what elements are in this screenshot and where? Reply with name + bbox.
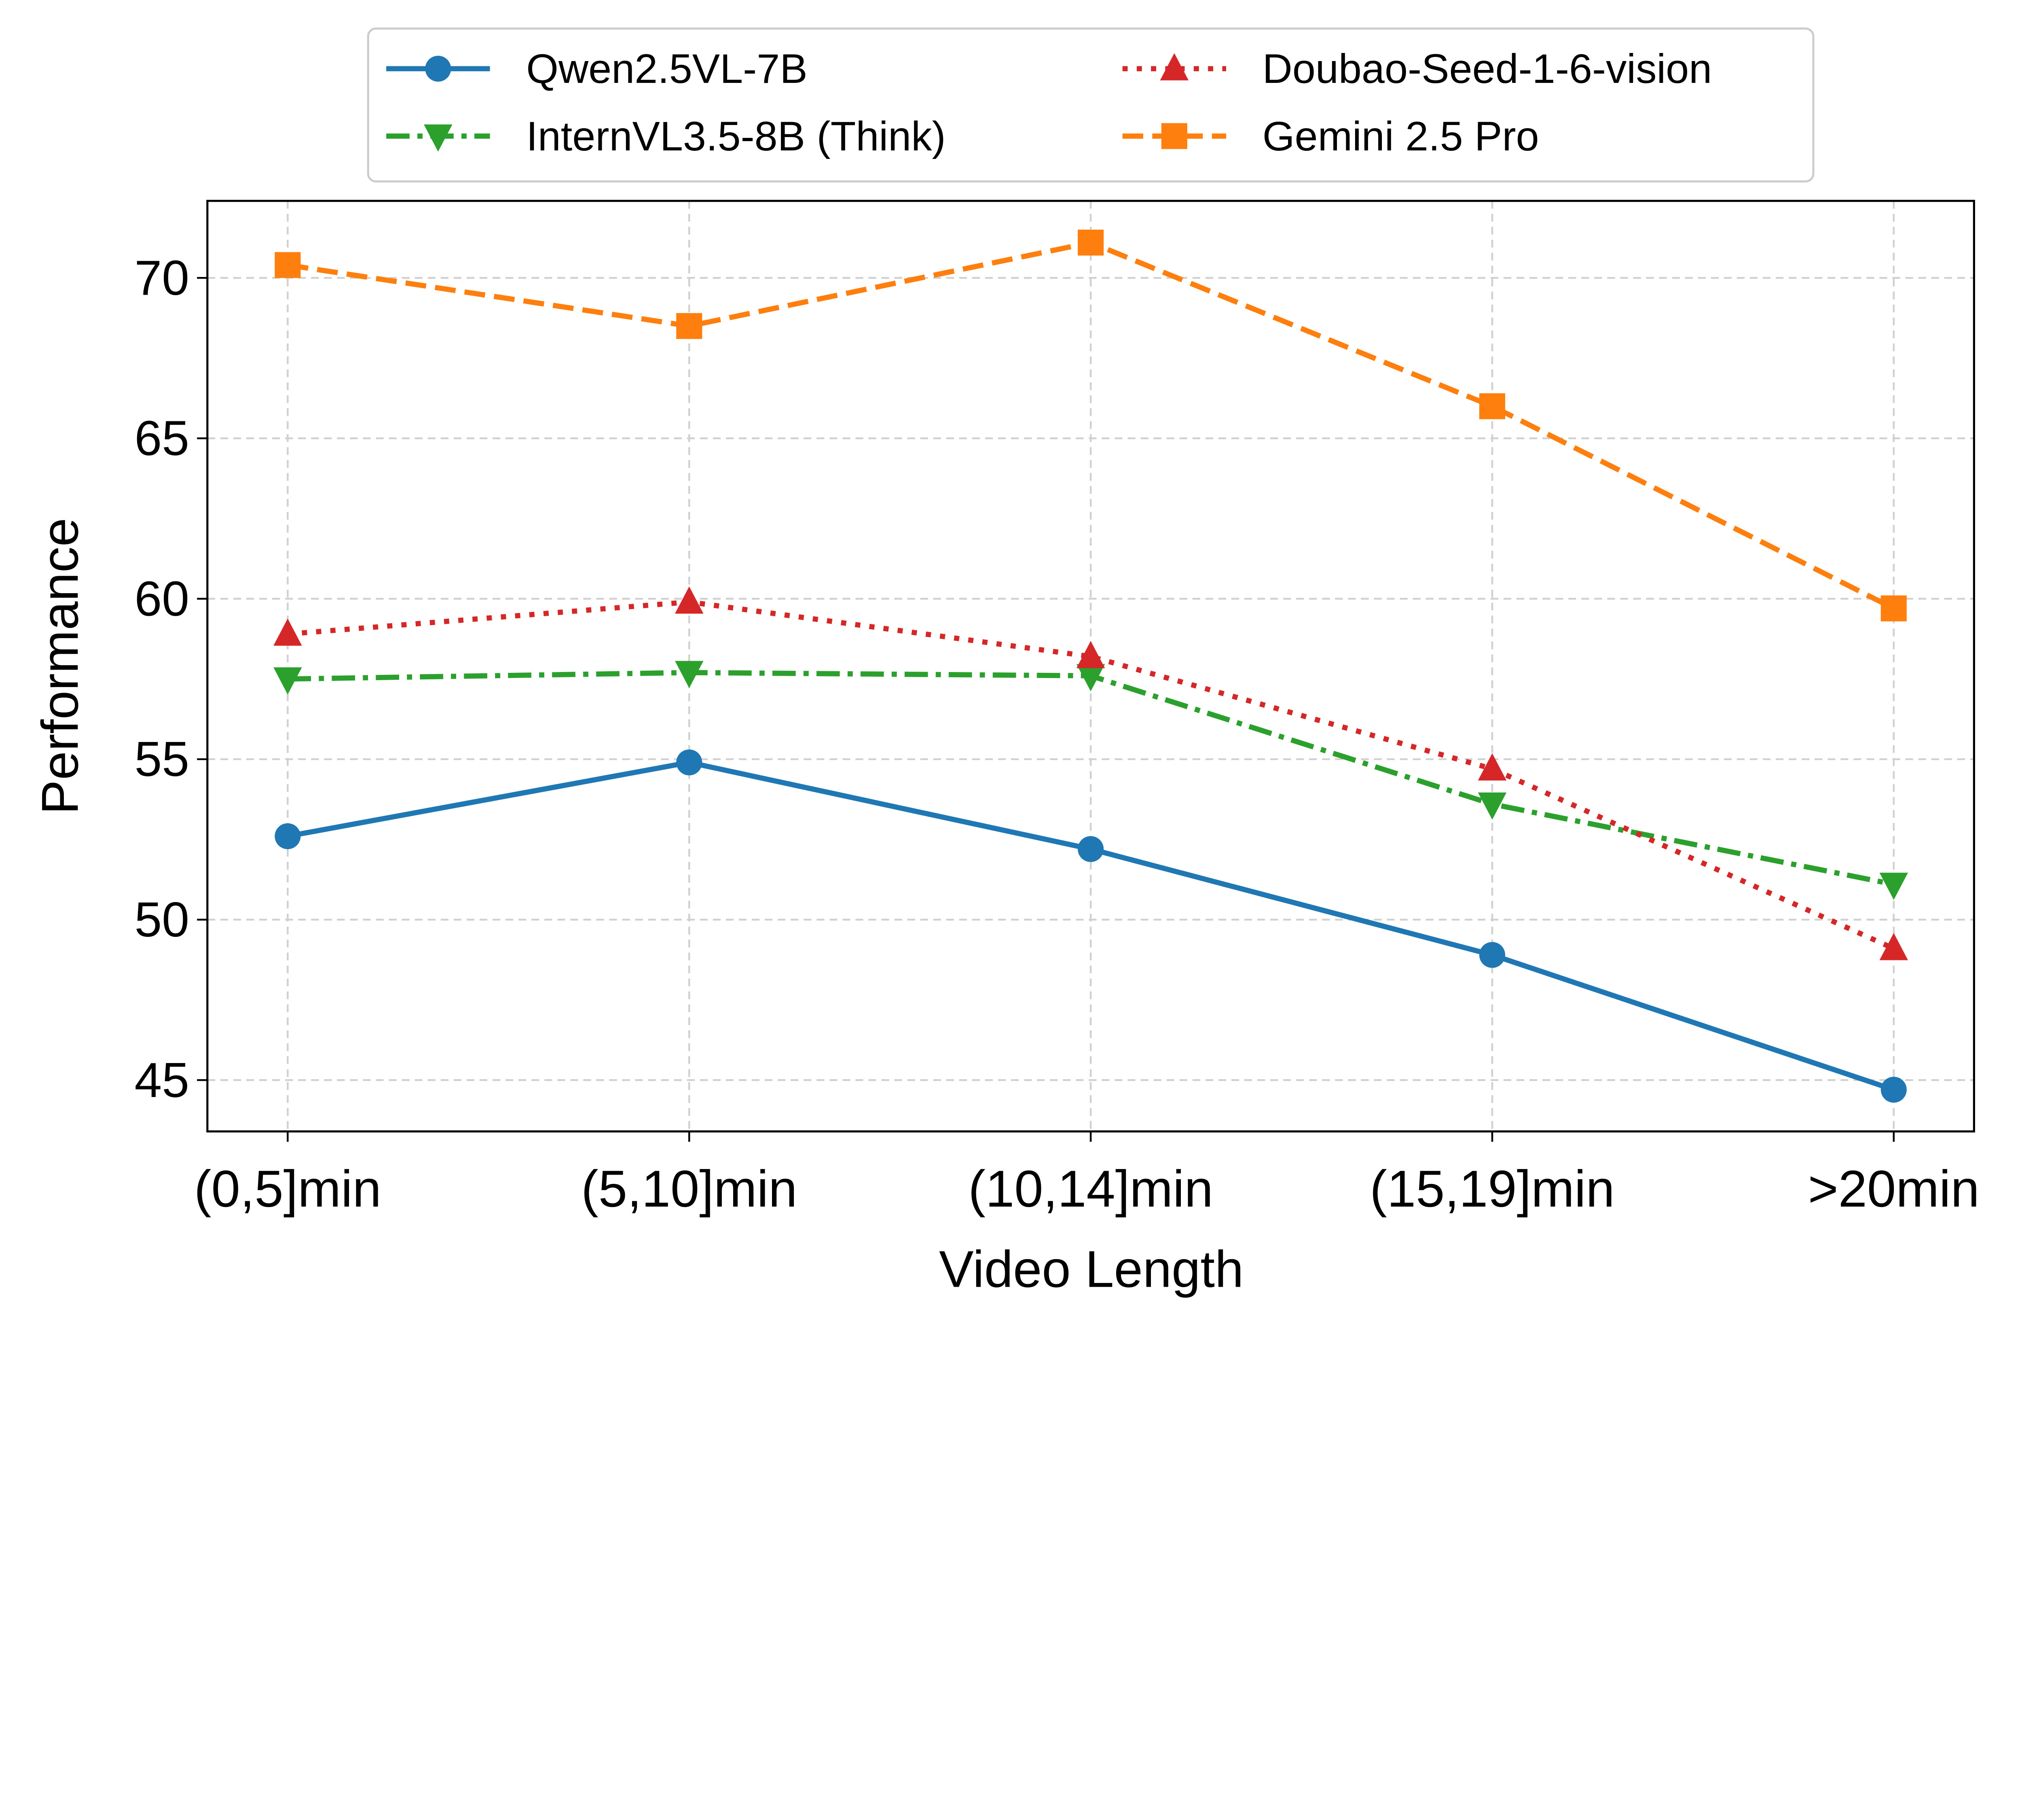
y-axis-label: Performance [31, 518, 89, 815]
legend-marker [1161, 123, 1187, 149]
data-point [275, 252, 301, 278]
y-tick-label: 65 [134, 411, 189, 466]
series-2 [273, 586, 1908, 960]
data-point [275, 823, 301, 850]
data-point [273, 667, 302, 695]
data-point [1879, 873, 1908, 900]
legend-frame [367, 27, 1815, 183]
series-3 [275, 229, 1907, 621]
series-line [287, 599, 1895, 951]
data-point [1479, 393, 1506, 419]
data-point [1880, 1076, 1907, 1103]
data-point [1879, 933, 1908, 960]
x-tick-label: >20min [1808, 1160, 1980, 1218]
legend-label: Doubao-Seed-1-6-vision [1263, 45, 1712, 92]
x-tick-label: (10,14]min [968, 1160, 1213, 1218]
data-point [1478, 792, 1507, 820]
line-chart: 45 50 55 60 65 70 (0,5]min (5,10]min (10,14]min… [0, 0, 2022, 1325]
legend-label: InternVL3.5-8B (Think) [526, 113, 945, 159]
legend-label: Gemini 2.5 Pro [1263, 113, 1539, 159]
x-tick-label: (15,19]min [1370, 1160, 1615, 1218]
x-tick-label: (0,5]min [194, 1160, 381, 1218]
data-point [675, 586, 704, 614]
legend-marker [425, 55, 451, 82]
grid [207, 201, 1974, 1132]
legend-label: Qwen2.5VL-7B [526, 45, 807, 92]
y-tick-label: 45 [134, 1053, 189, 1108]
data-point [1076, 664, 1105, 691]
data-point [676, 749, 702, 776]
legend-item: Gemini 2.5 Pro [1122, 113, 1539, 159]
data-point [1078, 229, 1104, 256]
x-ticks: (0,5]min (5,10]min (10,14]min (15,19]min >20… [194, 1131, 1980, 1218]
data-point [273, 618, 302, 646]
data-point [1880, 595, 1907, 621]
y-tick-label: 55 [134, 731, 189, 786]
series-0 [275, 749, 1907, 1103]
legend: Qwen2.5VL-7B InternVL3.5-8B (Think) Doubao… [367, 27, 1815, 183]
x-axis-label: Video Length [939, 1241, 1244, 1298]
data-point [1078, 836, 1104, 862]
legend-marker [1160, 53, 1189, 80]
data-point [1479, 942, 1506, 968]
y-tick-label: 60 [134, 571, 189, 626]
data-point [675, 661, 704, 688]
legend-marker [424, 124, 453, 152]
y-tick-label: 50 [134, 892, 189, 947]
y-tick-label: 70 [134, 250, 189, 305]
y-ticks: 45 50 55 60 65 70 [134, 250, 207, 1108]
x-tick-label: (5,10]min [581, 1160, 797, 1218]
series-group [273, 229, 1908, 1103]
data-point [1076, 641, 1105, 668]
data-point [676, 313, 702, 339]
series-1 [273, 661, 1908, 900]
data-point [1478, 753, 1507, 781]
background [0, 0, 2022, 1325]
legend-item: InternVL3.5-8B (Think) [386, 113, 946, 159]
legend-item: Qwen2.5VL-7B [386, 45, 808, 92]
legend-item: Doubao-Seed-1-6-vision [1122, 45, 1712, 92]
